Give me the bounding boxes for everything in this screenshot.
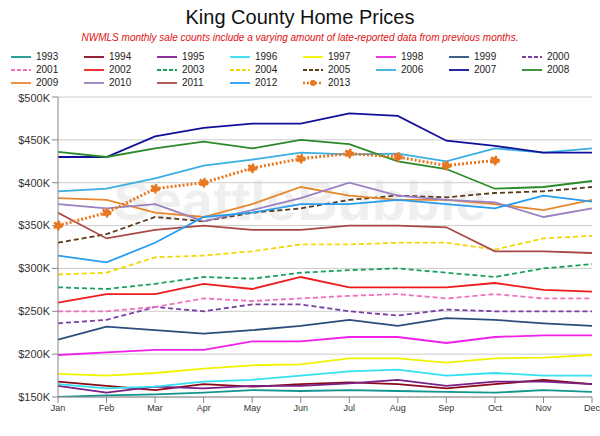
svg-text:Jan: Jan <box>51 403 66 413</box>
svg-text:$250K: $250K <box>18 305 50 317</box>
html-text:2011: 2011 <box>182 77 204 88</box>
svg-text:Nov: Nov <box>535 403 552 413</box>
html-text:2005: 2005 <box>328 64 351 75</box>
svg-text:$200K: $200K <box>18 348 50 360</box>
svg-text:Apr: Apr <box>197 403 211 413</box>
html-text:2002: 2002 <box>109 64 132 75</box>
html-text:2010: 2010 <box>109 77 132 88</box>
html-text:2007: 2007 <box>474 64 497 75</box>
html-text:2004: 2004 <box>255 64 278 75</box>
html-text:2001: 2001 <box>36 64 59 75</box>
html-text:1995: 1995 <box>182 51 205 62</box>
html-text:2009: 2009 <box>36 77 59 88</box>
svg-text:Mar: Mar <box>147 403 163 413</box>
html-text:King County Home Prices: King County Home Prices <box>185 6 415 28</box>
svg-text:$500K: $500K <box>18 92 50 104</box>
svg-text:Aug: Aug <box>390 403 406 413</box>
svg-text:$300K: $300K <box>18 262 50 274</box>
html-text:2008: 2008 <box>547 64 570 75</box>
svg-text:$150K: $150K <box>18 391 50 403</box>
svg-text:$350K: $350K <box>18 219 50 231</box>
svg-text:$450K: $450K <box>18 134 50 146</box>
html-text:2012: 2012 <box>255 77 278 88</box>
svg-text:May: May <box>244 403 262 413</box>
html-text:1993: 1993 <box>36 51 59 62</box>
html-text:1996: 1996 <box>255 51 278 62</box>
html-text:1994: 1994 <box>109 51 132 62</box>
svg-text:$400K: $400K <box>18 177 50 189</box>
svg-text:Jul: Jul <box>344 403 356 413</box>
html-text:2000: 2000 <box>547 51 570 62</box>
html-text:2013: 2013 <box>328 77 351 88</box>
svg-text:Sep: Sep <box>438 403 454 413</box>
svg-text:Feb: Feb <box>99 403 115 413</box>
html-text:1997: 1997 <box>328 51 351 62</box>
html-text:2003: 2003 <box>182 64 205 75</box>
html-text:SeattleBubble: SeattleBubble <box>113 169 487 232</box>
svg-text:Dec: Dec <box>584 403 592 413</box>
html-text:NWMLS monthly sale counts incl: NWMLS monthly sale counts include a vary… <box>81 32 519 43</box>
svg-text:Jun: Jun <box>293 403 308 413</box>
html-text:1999: 1999 <box>474 51 497 62</box>
svg-text:Oct: Oct <box>488 403 503 413</box>
html-text:2006: 2006 <box>401 64 424 75</box>
html-text:1998: 1998 <box>401 51 424 62</box>
